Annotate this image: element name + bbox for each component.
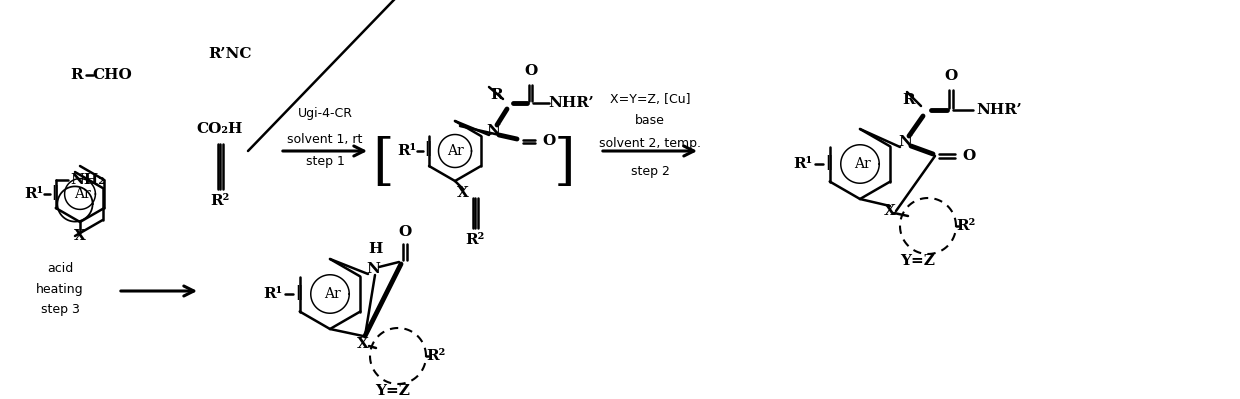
Text: R²: R² <box>427 349 445 363</box>
Text: step 2: step 2 <box>631 164 670 178</box>
Text: X: X <box>74 229 86 243</box>
Text: CHO: CHO <box>92 68 131 82</box>
Text: N: N <box>898 135 911 149</box>
Text: Y=Z: Y=Z <box>900 254 935 268</box>
Text: solvent 1, rt: solvent 1, rt <box>288 132 362 146</box>
Text: R¹: R¹ <box>794 157 812 171</box>
Text: X: X <box>357 337 370 351</box>
Text: X=Y=Z, [Cu]: X=Y=Z, [Cu] <box>610 93 691 105</box>
Text: N: N <box>366 262 379 276</box>
Text: step 1: step 1 <box>305 156 345 168</box>
Text: O: O <box>542 134 556 148</box>
Text: Ar: Ar <box>324 287 340 301</box>
Text: ]: ] <box>554 136 575 192</box>
Text: R²: R² <box>956 219 976 233</box>
Text: X: X <box>884 204 897 218</box>
Text: O: O <box>398 225 412 239</box>
Text: R’NC: R’NC <box>208 47 252 61</box>
Text: Ar: Ar <box>853 157 870 171</box>
Text: R: R <box>491 88 503 102</box>
Text: NHR’: NHR’ <box>548 96 594 110</box>
Text: H: H <box>368 242 382 256</box>
Text: N: N <box>486 124 500 138</box>
Text: [: [ <box>372 136 394 192</box>
Text: solvent 2, temp.: solvent 2, temp. <box>599 136 701 150</box>
Text: ‖: ‖ <box>424 142 432 156</box>
Text: NH₂: NH₂ <box>71 173 105 187</box>
Text: CO₂H: CO₂H <box>197 122 243 136</box>
Text: ‖: ‖ <box>52 184 58 200</box>
Text: O: O <box>525 64 538 78</box>
Text: base: base <box>635 115 665 128</box>
Text: R¹: R¹ <box>263 287 283 301</box>
Text: R: R <box>903 93 915 107</box>
Text: acid: acid <box>47 263 73 275</box>
Text: O: O <box>945 69 957 83</box>
Text: R²: R² <box>465 233 485 247</box>
Text: O: O <box>962 149 976 163</box>
Text: Ar: Ar <box>73 187 91 201</box>
Text: R: R <box>71 68 83 82</box>
Text: R¹: R¹ <box>25 187 43 201</box>
Text: NHR’: NHR’ <box>976 103 1022 117</box>
Text: Y=Z: Y=Z <box>376 384 410 398</box>
Text: R¹: R¹ <box>397 144 417 158</box>
Text: Ugi-4-CR: Ugi-4-CR <box>298 107 352 120</box>
Text: X: X <box>458 186 469 200</box>
Text: ‖: ‖ <box>826 154 832 170</box>
Text: heating: heating <box>36 282 84 296</box>
Text: step 3: step 3 <box>41 302 79 316</box>
Text: Ar: Ar <box>446 144 464 158</box>
Text: ‖: ‖ <box>295 284 303 300</box>
Text: R²: R² <box>211 194 229 208</box>
